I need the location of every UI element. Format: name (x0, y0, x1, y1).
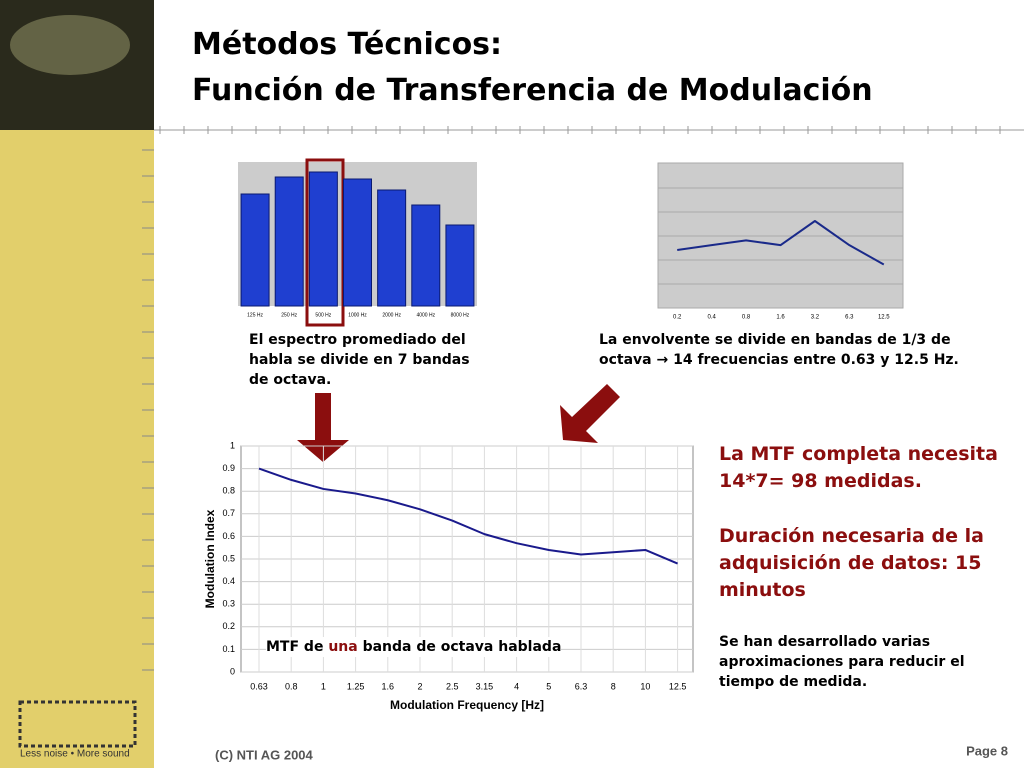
mtf-caption: MTF de una banda de octava hablada (266, 637, 562, 657)
note: Se han desarrollado varias aproximacione… (719, 634, 965, 690)
caption-part: MTF de (266, 639, 329, 655)
footer-right: Page 8 (966, 743, 1008, 758)
y-tick-label: 0.6 (222, 531, 235, 541)
x-tick-label: 2000 Hz (382, 312, 401, 318)
x-tick-label: 1000 Hz (348, 312, 367, 318)
caption-part: banda de octava hablada (357, 639, 562, 655)
footer-left: (C) NTI AG 2004 (215, 747, 314, 762)
x-tick-label: 4 (514, 681, 519, 691)
y-axis-label: Modulation Index (203, 509, 217, 608)
y-tick-label: 0.4 (222, 576, 235, 586)
bar (411, 204, 441, 307)
bar (308, 171, 338, 307)
bar (240, 193, 270, 307)
x-tick-label: 1.6 (776, 315, 785, 321)
x-tick-label: 0.2 (673, 315, 682, 321)
bar (274, 176, 304, 307)
x-tick-label: 6.3 (845, 315, 854, 321)
bar (377, 189, 407, 307)
x-tick-label: 12.5 (669, 681, 687, 691)
x-tick-label: 500 Hz (315, 312, 331, 318)
x-tick-label: 250 Hz (281, 312, 297, 318)
arrow-down (297, 393, 349, 462)
x-tick-label: 12.5 (878, 315, 890, 321)
x-tick-label: 2.5 (446, 681, 459, 691)
bar (445, 224, 475, 307)
y-tick-label: 1 (230, 440, 235, 450)
y-tick-label: 0.8 (222, 486, 235, 496)
bar (343, 178, 372, 307)
title-line: Métodos Técnicos: (192, 27, 503, 62)
x-tick-label: 1 (321, 681, 326, 691)
y-tick-label: 0.7 (222, 508, 235, 518)
line (258, 467, 678, 565)
x-axis-label: Modulation Frequency [Hz] (390, 698, 544, 712)
x-tick-label: 4000 Hz (416, 312, 435, 318)
x-tick-label: 1.25 (347, 681, 365, 691)
y-tick-label: 0.1 (222, 644, 235, 654)
x-tick-label: 8000 Hz (451, 312, 470, 318)
y-tick-label: 0 (230, 666, 235, 676)
x-tick-label: 3.2 (811, 315, 820, 321)
x-tick-label: 125 Hz (247, 312, 263, 318)
note: La MTF completa necesita 14*7= 98 medida… (719, 443, 998, 492)
x-tick-label: 0.8 (285, 681, 298, 691)
x-tick-label: 8 (611, 681, 616, 691)
x-tick-label: 0.8 (742, 315, 751, 321)
logo-text: Less noise • More sound (20, 749, 130, 760)
y-tick-label: 0.5 (222, 553, 235, 563)
y-tick-label: 0.2 (222, 621, 235, 631)
y-tick-label: 0.9 (222, 463, 235, 473)
y-tick-label: 0.3 (222, 599, 235, 609)
x-tick-label: 1.6 (382, 681, 395, 691)
x-tick-label: 3.15 (476, 681, 494, 691)
image-glow (10, 15, 130, 75)
x-tick-label: 6.3 (575, 681, 588, 691)
note: Duración necesaria de la adquisición de … (719, 525, 984, 601)
x-tick-label: 10 (640, 681, 650, 691)
caption-part: una (328, 639, 358, 655)
x-tick-label: 0.63 (250, 681, 268, 691)
highlight-box (305, 158, 345, 327)
spectrum-caption: El espectro promediado del habla se divi… (249, 332, 470, 388)
x-tick-label: 2 (417, 681, 422, 691)
line (677, 220, 885, 266)
x-tick-label: 0.4 (707, 315, 716, 321)
title-line: Función de Transferencia de Modulación (192, 73, 873, 108)
envelope-caption: La envolvente se divide en bandas de 1/3… (599, 332, 959, 368)
logo (18, 700, 137, 748)
title: Métodos Técnicos: Función de Transferenc… (192, 22, 873, 114)
arrow-diagonal (560, 384, 620, 443)
x-tick-label: 5 (546, 681, 551, 691)
